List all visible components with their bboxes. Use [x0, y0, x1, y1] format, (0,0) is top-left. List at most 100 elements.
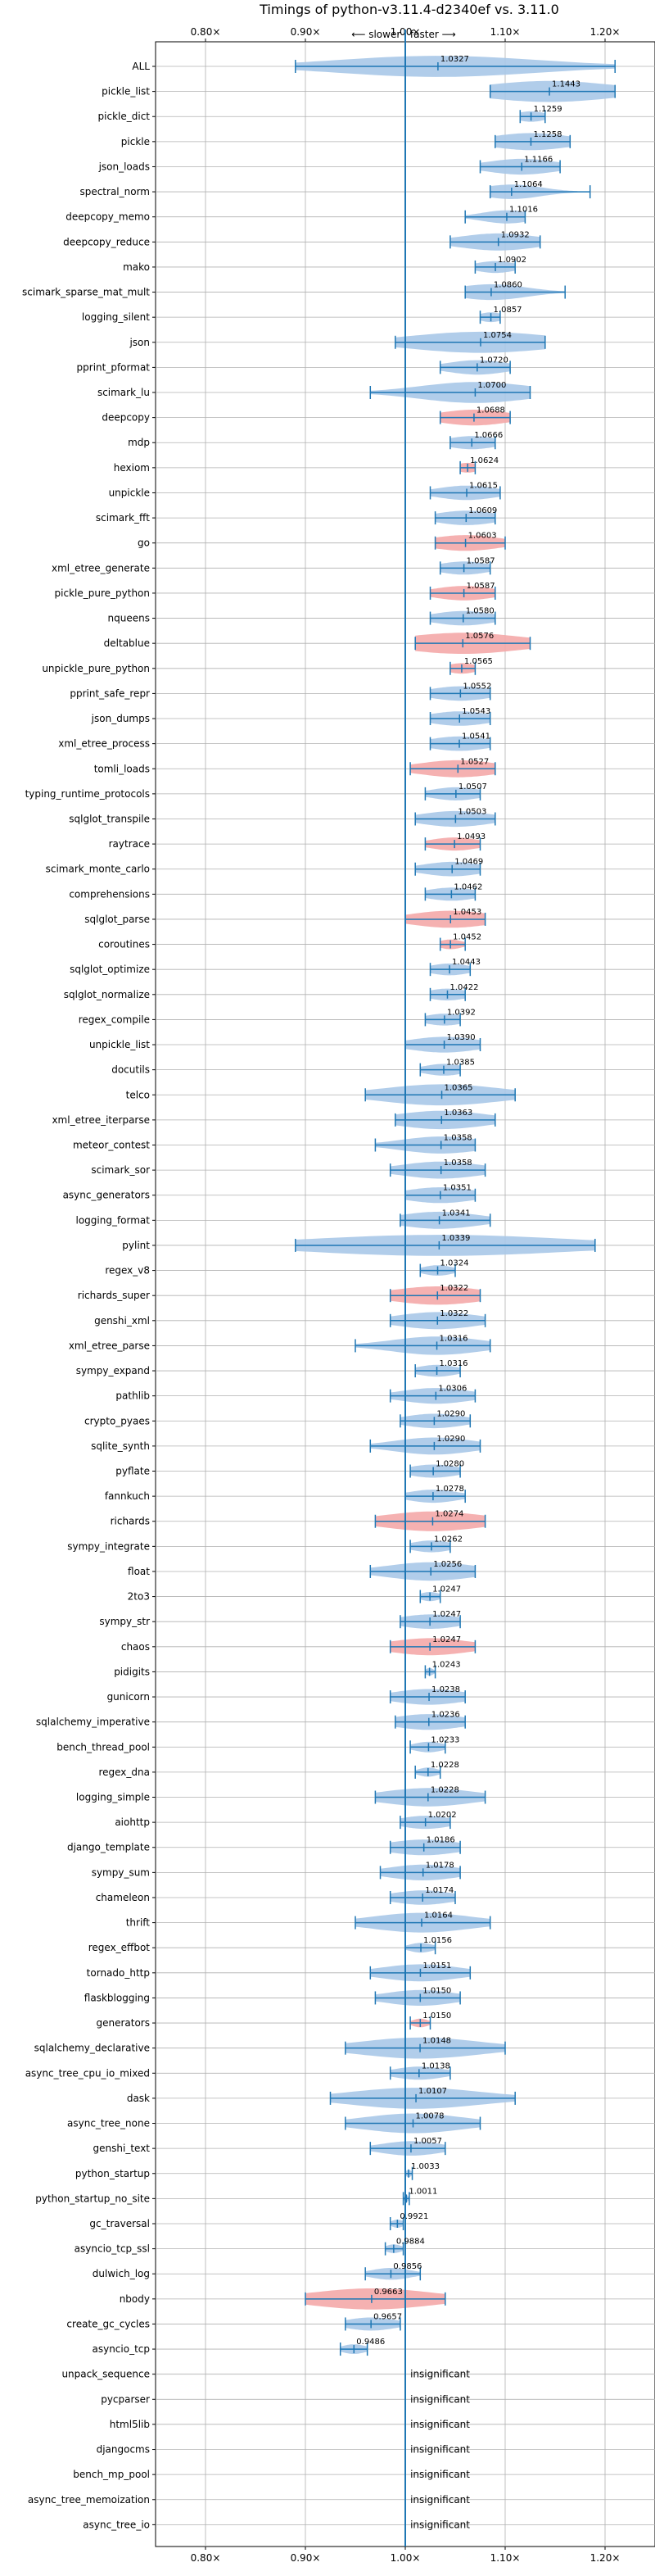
value-label: 1.0186: [427, 1836, 455, 1845]
benchmark-name: bench_thread_pool: [56, 1741, 150, 1753]
benchmark-name: generators: [96, 2017, 150, 2029]
value-label: 1.0150: [422, 1986, 451, 1995]
benchmark-name: scimark_lu: [97, 387, 150, 398]
value-label: 1.0280: [436, 1460, 464, 1469]
benchmark-name: unpickle_pure_python: [42, 663, 150, 674]
value-label: 1.0720: [480, 356, 508, 365]
value-label: 1.0565: [464, 657, 493, 666]
value-label: 1.0422: [449, 983, 478, 992]
x-tick-label-top: 0.80×: [191, 26, 221, 38]
value-label: 1.0057: [413, 2137, 442, 2146]
value-label: 1.0363: [444, 1109, 472, 1118]
benchmark-name: richards: [111, 1516, 150, 1527]
value-label: 1.0236: [431, 1711, 460, 1720]
value-label: 1.0624: [470, 456, 499, 465]
value-label: 1.0202: [428, 1811, 457, 1820]
violins: [295, 56, 616, 2354]
value-label: 1.0151: [422, 1961, 451, 1971]
value-label: 1.0503: [458, 807, 486, 816]
benchmark-name: xml_etree_generate: [52, 562, 150, 574]
benchmark-name: 2to3: [128, 1591, 150, 1603]
benchmark-name: pickle: [121, 136, 150, 147]
x-tick-label-bottom: 1.20×: [590, 2552, 621, 2564]
benchmark-name: scimark_sor: [91, 1164, 150, 1176]
benchmark-name: deepcopy_reduce: [63, 236, 150, 247]
x-tick-label-bottom: 1.00×: [391, 2552, 421, 2564]
benchmark-name: hexiom: [114, 462, 150, 474]
benchmark-name: async_tree_io: [83, 2519, 150, 2530]
benchmark-name: fannkuch: [105, 1490, 150, 1502]
benchmark-name: html5lib: [110, 2419, 150, 2430]
direction-label: ⟵ slower | faster ⟶: [351, 29, 456, 40]
benchmark-name: pickle_list: [102, 86, 150, 98]
benchmark-name: coroutines: [98, 939, 150, 950]
value-label: 1.1064: [514, 180, 543, 189]
benchmark-name: unpickle_list: [89, 1039, 150, 1050]
value-label: 1.0174: [425, 1886, 454, 1895]
value-label: 1.0156: [423, 1936, 452, 1945]
value-label: 1.0247: [432, 1610, 461, 1619]
benchmark-name: raytrace: [109, 838, 150, 850]
benchmark-name: json_loads: [98, 161, 150, 172]
value-label: 1.0316: [440, 1359, 468, 1368]
benchmark-name: python_startup: [75, 2168, 150, 2179]
value-label: 1.0011: [409, 2187, 437, 2196]
value-label: 1.0228: [431, 1786, 459, 1795]
benchmark-name: comprehensions: [69, 888, 150, 900]
value-label: 1.0860: [494, 281, 522, 290]
benchmark-name: sqlglot_transpile: [69, 813, 150, 824]
benchmark-name: unpickle: [109, 487, 150, 498]
benchmark-name: regex_compile: [79, 1014, 150, 1025]
value-label: 0.9486: [356, 2338, 385, 2347]
value-label: 0.9657: [373, 2312, 402, 2321]
value-label: 1.0233: [431, 1735, 459, 1744]
benchmark-name: crypto_pyaes: [84, 1415, 150, 1426]
insignificant-label: insignificant: [410, 2444, 470, 2456]
value-label: 1.0262: [434, 1535, 463, 1544]
value-label: 1.0452: [453, 933, 481, 942]
value-label: 1.0493: [457, 832, 486, 841]
value-label: 1.0341: [442, 1209, 471, 1218]
value-label: 1.0587: [467, 556, 495, 565]
value-label: 1.0247: [432, 1585, 461, 1594]
value-label: 1.0576: [465, 632, 494, 641]
benchmark-name: nqueens: [108, 613, 150, 624]
value-label: 1.0754: [483, 331, 512, 340]
value-label: 1.0306: [438, 1385, 467, 1394]
benchmark-name: mdp: [128, 437, 150, 448]
value-label: 1.0365: [445, 1083, 473, 1092]
value-label: 1.0290: [436, 1435, 465, 1444]
value-label: 1.1443: [552, 80, 580, 89]
benchmark-name: sqlalchemy_imperative: [36, 1717, 150, 1728]
benchmark-name: deepcopy: [102, 412, 150, 424]
benchmark-name: logging_silent: [82, 311, 150, 323]
benchmark-name: chameleon: [96, 1892, 150, 1903]
value-label: 0.9921: [400, 2212, 428, 2221]
benchmark-name: sympy_sum: [92, 1866, 150, 1878]
insignificant-label: insignificant: [410, 2494, 470, 2506]
benchmark-name: pidigits: [114, 1666, 150, 1677]
benchmark-name: async_generators: [63, 1190, 150, 1201]
value-label: 1.0274: [435, 1510, 463, 1519]
benchmark-name: sqlglot_optimize: [70, 964, 150, 975]
benchmark-name: thrift: [126, 1917, 151, 1929]
x-tick-label-bottom: 0.80×: [191, 2552, 221, 2564]
value-label: 1.0327: [440, 55, 469, 64]
value-label: 0.9663: [374, 2288, 403, 2297]
benchmark-name: pprint_safe_repr: [70, 687, 150, 699]
insignificant-label: insignificant: [410, 2419, 470, 2430]
benchmark-name: mako: [123, 261, 150, 273]
value-label: 1.0700: [477, 381, 506, 390]
value-label: 1.0443: [452, 958, 481, 967]
benchmark-name: create_gc_cycles: [66, 2318, 150, 2329]
value-label: 1.0587: [467, 582, 495, 591]
benchmark-name: xml_etree_parse: [69, 1340, 150, 1351]
x-tick-label-top: 1.10×: [490, 26, 521, 38]
insignificant-label: insignificant: [410, 2369, 470, 2380]
chart-title: Timings of python-v3.11.4-d2340ef vs. 3.…: [259, 2, 559, 17]
benchmark-name: django_template: [67, 1842, 150, 1853]
insignificant-label: insignificant: [410, 2469, 470, 2480]
